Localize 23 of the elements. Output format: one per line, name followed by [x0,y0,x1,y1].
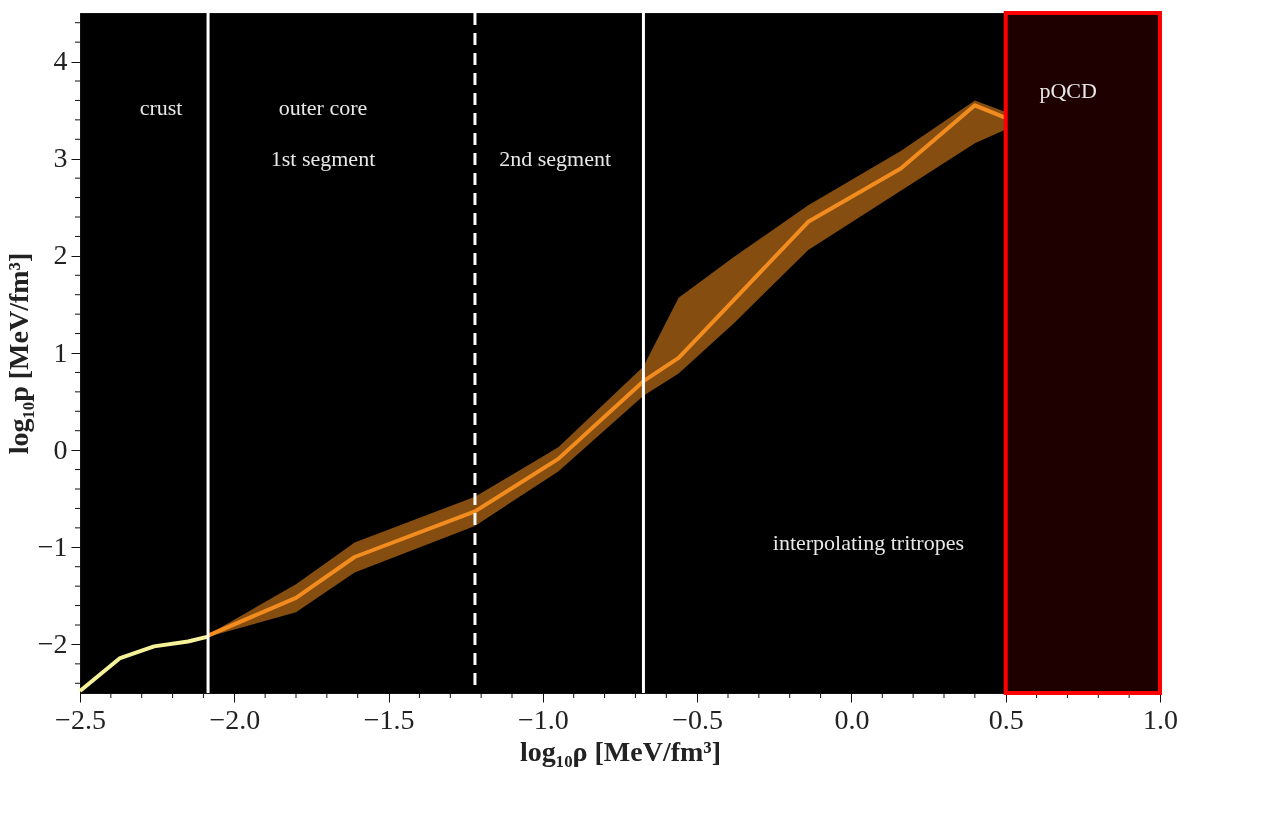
y-axis-title: log₁₀p [MeV/fm³] [2,252,34,455]
y-tick-label: 4 [53,45,68,77]
y-tick-label: 0 [53,433,68,465]
y-tick-label: 3 [53,142,68,174]
x-tick-label: −1.0 [517,703,569,735]
annotation: crust [139,95,183,121]
x-tick-label: −2.5 [55,703,106,735]
y-tick-label: −1 [37,530,68,562]
x-tick-label: 1.0 [1143,703,1178,735]
x-tick-label: 0.0 [834,703,870,735]
annotation: interpolating tritropes [772,530,965,556]
annotation: 2nd segment [499,146,612,172]
y-tick-label: 1 [53,336,68,368]
annotation: 1st segment [270,146,376,172]
annotation: pQCD [1039,78,1097,104]
y-tick-label: 2 [53,239,68,271]
annotation: outer core [278,95,368,121]
x-tick-label: 0.5 [988,703,1024,735]
y-tick-label: −2 [37,627,68,659]
x-tick-label: −2.0 [209,703,261,735]
x-tick-label: −1.5 [363,703,415,735]
x-axis-title: log₁₀ρ [MeV/fm³] [519,735,722,767]
x-tick-label: −0.5 [672,703,724,735]
